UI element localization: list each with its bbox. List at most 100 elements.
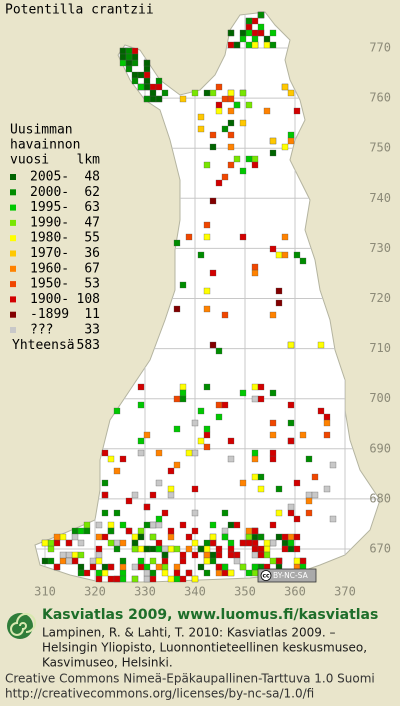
legend-label: 2000-	[30, 185, 69, 200]
observation-square	[77, 551, 85, 559]
observation-square	[137, 383, 145, 391]
observation-square	[209, 269, 217, 277]
observation-square	[179, 383, 187, 391]
observation-square	[275, 509, 283, 517]
observation-square	[161, 569, 169, 577]
observation-square	[119, 521, 127, 529]
observation-square	[227, 107, 235, 115]
observation-square	[179, 575, 187, 583]
observation-square	[161, 545, 169, 553]
observation-square	[119, 539, 127, 547]
observation-square	[113, 539, 121, 547]
badge-text: BY-NC-SA	[273, 571, 309, 580]
observation-square	[245, 527, 253, 535]
observation-square	[83, 521, 91, 529]
observation-square	[143, 563, 151, 571]
observation-square	[251, 263, 259, 271]
observation-square	[257, 383, 265, 391]
observation-square	[71, 533, 79, 541]
legend-count: 55	[84, 231, 100, 246]
legend-swatch	[10, 327, 16, 333]
observation-square	[47, 557, 55, 565]
observation-square	[281, 545, 289, 553]
x-coord-label: 320	[84, 585, 106, 599]
observation-square	[155, 449, 163, 457]
observation-square	[119, 455, 127, 463]
observation-square	[233, 551, 241, 559]
observation-square	[203, 557, 211, 565]
observation-square	[101, 509, 109, 517]
observation-square	[245, 101, 253, 109]
observation-square	[203, 383, 211, 391]
legend-swatch	[10, 174, 16, 180]
observation-square	[257, 29, 265, 37]
observation-square	[155, 77, 163, 85]
observation-square	[311, 473, 319, 481]
observation-square	[107, 521, 115, 529]
legend: Uusimman havainnon vuosi lkm 2005- 48 2000…	[10, 123, 100, 353]
observation-square	[191, 419, 199, 427]
observation-square	[101, 533, 109, 541]
legend-swatch	[10, 189, 16, 196]
observation-square	[185, 233, 193, 241]
observation-square	[149, 95, 157, 103]
citation-line: Lampinen, R. & Lahti, T. 2010: Kasviatla…	[42, 626, 336, 640]
observation-square	[149, 89, 157, 97]
observation-square	[221, 125, 229, 133]
observation-square	[161, 557, 169, 565]
observation-square	[209, 539, 217, 547]
legend-label: 1950-	[30, 277, 69, 292]
observation-square	[137, 527, 145, 535]
observation-square	[233, 557, 241, 565]
observation-square	[227, 95, 235, 103]
observation-square	[107, 563, 115, 571]
observation-square	[251, 269, 259, 277]
observation-square	[179, 551, 187, 559]
observation-square	[305, 455, 313, 463]
observation-square	[59, 551, 67, 559]
observation-square	[215, 107, 223, 115]
observation-square	[305, 497, 313, 505]
observation-square	[215, 179, 223, 187]
observation-square	[167, 491, 175, 499]
observation-square	[215, 401, 223, 409]
observation-square	[119, 47, 127, 55]
observation-square	[233, 521, 241, 529]
observation-square	[185, 569, 193, 577]
observation-square	[131, 71, 139, 79]
observation-square	[143, 95, 151, 103]
observation-square	[221, 311, 229, 319]
observation-square	[263, 41, 271, 49]
observation-square	[251, 161, 259, 169]
observation-square	[221, 95, 229, 103]
observation-square	[221, 509, 229, 517]
badge-frame	[257, 568, 317, 583]
observation-square	[257, 551, 265, 559]
observation-square	[245, 533, 253, 541]
observation-square	[293, 107, 301, 115]
observation-square	[155, 83, 163, 91]
observation-square	[149, 545, 157, 553]
observation-square	[131, 533, 139, 541]
legend-swatch	[10, 219, 16, 226]
observation-square	[251, 155, 259, 163]
observation-square	[287, 539, 295, 547]
observation-square	[77, 539, 85, 547]
legend-label: 2005-	[30, 170, 69, 185]
observation-square	[185, 545, 193, 553]
observation-square	[257, 485, 265, 493]
observation-square	[197, 113, 205, 121]
observation-square	[269, 41, 277, 49]
observation-square	[173, 395, 181, 403]
observation-square	[185, 533, 193, 541]
observation-square	[203, 89, 211, 97]
observation-square	[281, 539, 289, 547]
badge-icon-text: cc	[262, 573, 270, 580]
observation-square	[197, 545, 205, 553]
observation-square	[287, 137, 295, 145]
luomus-logo	[7, 613, 36, 639]
footer-headline: Kasviatlas 2009, www.luomus.fi/kasviatla…	[42, 607, 378, 623]
observation-square	[119, 575, 127, 583]
observation-square	[197, 125, 205, 133]
observation-square	[239, 29, 247, 37]
